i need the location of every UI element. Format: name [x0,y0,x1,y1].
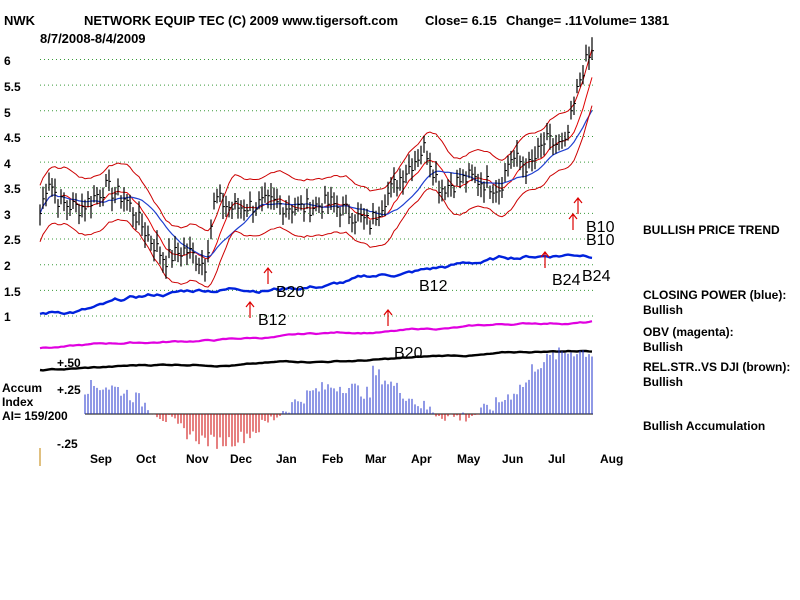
obv-value: Bullish [643,340,684,354]
signal-label-b10: B10 [586,232,615,249]
rel-strength-line [39,349,593,372]
month-tick-may: May [457,452,481,466]
signal-arrow [245,301,255,318]
month-tick-feb: Feb [322,452,344,466]
month-tick-nov: Nov [186,452,209,466]
signal-label-b12: B12 [258,312,287,329]
y-tick-1: 1 [4,310,11,324]
accum-title-2: Index [2,395,34,409]
lower-band [39,105,593,288]
signal-label-b24: B24 [552,272,581,289]
signal-label-b20: B20 [394,345,423,362]
copyright: (C) 2009 www.tigersoft.com [228,13,398,28]
y-tick-3: 3 [4,208,11,222]
closing-power-title: CLOSING POWER (blue): [643,288,787,302]
y-tick-4: 4 [4,157,11,171]
close-value: Close= 6.15 [425,13,497,28]
signal-arrow [568,213,578,230]
month-tick-apr: Apr [411,452,432,466]
accum-title-1: Accum [2,381,43,395]
month-tick-sep: Sep [90,452,113,466]
accum-ai-value: AI= 159/200 [2,409,68,423]
y-tick-4.5: 4.5 [4,131,21,145]
price-bars [39,37,594,282]
date-range: 8/7/2008-8/4/2009 [40,31,146,46]
moving-average-red [39,77,593,260]
y-tick-3.5: 3.5 [4,182,21,196]
signal-arrow [540,251,550,268]
y-tick-6: 6 [4,54,11,68]
volume-value: Volume= 1381 [583,13,670,28]
y-tick-1.5: 1.5 [4,285,21,299]
month-tick-jun: Jun [502,452,524,466]
signal-arrow [383,309,393,326]
accum-tick-plus50: +.50 [57,356,81,370]
accum-histogram [84,347,593,449]
signal-markers: B12 B20 B10 B12 B24 B20 B10 B24 [245,197,615,362]
signal-label-b12: B12 [419,278,448,295]
symbol: NWK [4,13,36,28]
month-tick-jul: Jul [548,452,566,466]
signal-label-b20: B20 [276,284,305,301]
rel-strength-title: REL.STR..VS DJI (brown): [643,360,791,374]
month-tick-jan: Jan [276,452,297,466]
accum-tick-plus25: +.25 [57,383,81,397]
company-name: NETWORK EQUIP TEC [84,13,225,28]
signal-label-b10: B10 [586,219,615,236]
trend-label: BULLISH PRICE TREND [643,223,780,237]
month-tick-dec: Dec [230,452,253,466]
obv-line [39,320,593,350]
y-tick-5.5: 5.5 [4,80,21,94]
closing-power-value: Bullish [643,303,684,317]
grid-lines [40,59,593,317]
obv-title: OBV (magenta): [643,325,734,339]
accum-tick-minus25: -.25 [57,437,78,451]
rel-strength-value: Bullish [643,375,684,389]
y-tick-2.5: 2.5 [4,233,21,247]
indicator-lines [39,253,593,372]
month-tick-aug: Aug [600,452,624,466]
signal-label-b24: B24 [582,268,611,285]
y-tick-2: 2 [4,259,11,273]
signal-arrow [263,267,273,284]
month-tick-oct: Oct [136,452,157,466]
upper-band [39,49,593,232]
signal-arrow [573,197,583,214]
closing-power-line [39,253,593,316]
accum-status-label: Bullish Accumulation [643,419,766,433]
y-tick-5: 5 [4,106,11,120]
change-value: Change= .11 [506,13,583,28]
month-tick-mar: Mar [365,452,387,466]
